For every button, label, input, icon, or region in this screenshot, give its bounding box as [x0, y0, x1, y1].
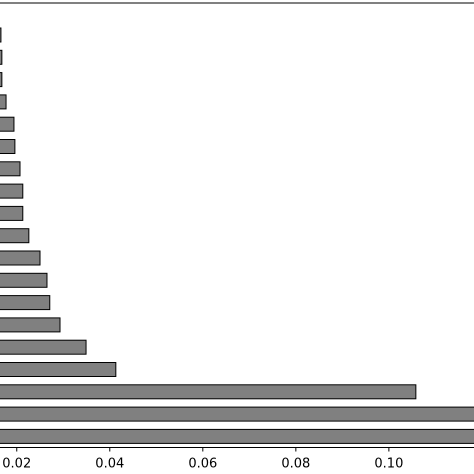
bar	[0, 161, 21, 177]
x-tick-label: 0.08	[281, 457, 310, 472]
bar	[0, 228, 30, 244]
bar	[0, 94, 7, 110]
plot-area	[0, 27, 474, 444]
bar	[0, 295, 51, 311]
bar	[0, 139, 16, 154]
bar	[0, 339, 87, 355]
bar	[0, 183, 24, 199]
bar	[0, 384, 417, 400]
bar	[0, 27, 2, 43]
bar	[0, 250, 41, 266]
bar	[0, 362, 117, 377]
x-tick-label: 0.10	[374, 457, 403, 472]
bar	[0, 205, 24, 221]
x-tick-label: 0.04	[95, 457, 124, 472]
bar	[0, 406, 474, 422]
x-tick-label: 0.06	[188, 457, 217, 472]
bar	[0, 116, 15, 132]
bar	[0, 49, 3, 65]
bar	[0, 428, 474, 444]
bar	[0, 272, 48, 288]
bar	[0, 317, 61, 333]
bar	[0, 72, 3, 88]
x-tick-label: 0.02	[2, 457, 31, 472]
